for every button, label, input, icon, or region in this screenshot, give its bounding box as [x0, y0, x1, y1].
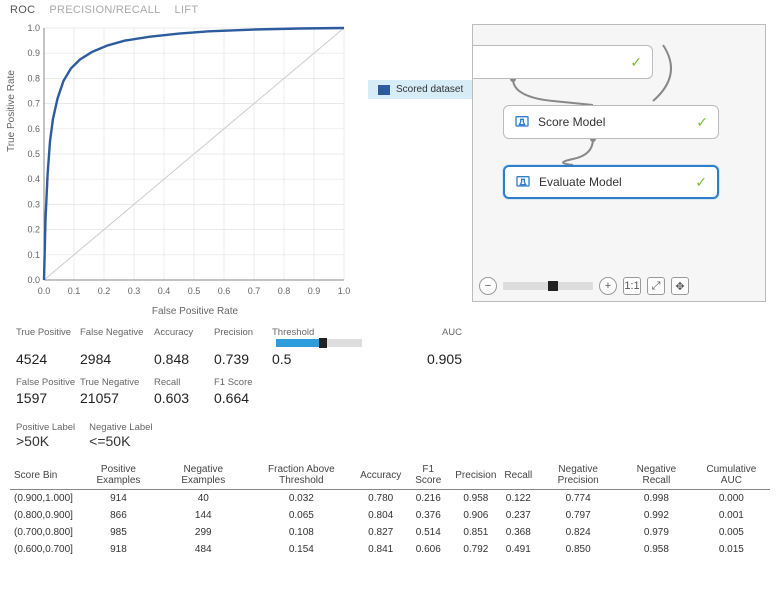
legend-label: Scored dataset: [396, 84, 463, 95]
neg-label-value: <=50K: [89, 433, 152, 449]
svg-text:0.7: 0.7: [248, 286, 261, 296]
pan-button[interactable]: ✥: [671, 277, 689, 295]
pipeline-node-n2[interactable]: Evaluate Model✓: [503, 165, 719, 199]
table-row[interactable]: (0.800,0.900]8661440.0650.8040.3760.9060…: [10, 507, 770, 524]
table-header[interactable]: Accuracy: [356, 461, 405, 490]
svg-text:0.6: 0.6: [27, 124, 40, 134]
svg-text:1.0: 1.0: [27, 23, 40, 33]
fp-value: 1597: [16, 390, 80, 414]
tab-roc[interactable]: ROC: [10, 4, 35, 16]
zoom-out-button[interactable]: −: [479, 277, 497, 295]
table-header[interactable]: Positive Examples: [77, 461, 160, 490]
pipeline-node-n1[interactable]: Score Model✓: [503, 105, 719, 139]
svg-text:0.8: 0.8: [27, 73, 40, 83]
pos-label-value: >50K: [16, 433, 75, 449]
pipeline-panel: el✓ Score Model✓ Evaluate Model✓ − + 1:1 ⤢…: [472, 24, 766, 302]
svg-text:0.4: 0.4: [27, 174, 40, 184]
check-icon: ✓: [630, 54, 642, 71]
zoom-reset-button[interactable]: 1:1: [623, 277, 641, 295]
x-axis-label: False Positive Rate: [40, 306, 350, 317]
zoom-toolbar: − + 1:1 ⤢ ✥: [479, 277, 759, 295]
fp-label: False Positive: [16, 377, 80, 388]
pos-label-label: Positive Label: [16, 422, 75, 433]
table-header[interactable]: Negative Recall: [620, 461, 693, 490]
y-axis-label: True Positive Rate: [6, 70, 17, 152]
fn-value: 2984: [80, 351, 154, 375]
roc-chart: True Positive Rate 0.00.00.10.10.20.20.3…: [10, 22, 350, 317]
zoom-slider[interactable]: [503, 282, 593, 290]
svg-text:0.3: 0.3: [128, 286, 141, 296]
metrics-grid: True Positive False Negative Accuracy Pr…: [0, 317, 780, 420]
legend-swatch: [378, 85, 390, 95]
svg-text:0.1: 0.1: [27, 250, 40, 260]
svg-text:0.2: 0.2: [27, 225, 40, 235]
prec-label: Precision: [214, 327, 272, 349]
svg-text:0.5: 0.5: [188, 286, 201, 296]
svg-text:0.7: 0.7: [27, 99, 40, 109]
table-header[interactable]: F1 Score: [405, 461, 451, 490]
pipeline-node-n0[interactable]: el✓: [472, 45, 653, 79]
svg-text:0.1: 0.1: [68, 286, 81, 296]
neg-label-label: Negative Label: [89, 422, 152, 433]
auc-value: 0.905: [392, 351, 462, 375]
class-labels: Positive Label >50K Negative Label <=50K: [0, 420, 780, 457]
tn-value: 21057: [80, 390, 154, 414]
svg-text:0.4: 0.4: [158, 286, 171, 296]
table-header[interactable]: Cumulative AUC: [693, 461, 770, 490]
svg-text:0.6: 0.6: [218, 286, 231, 296]
fit-button[interactable]: ⤢: [647, 277, 665, 295]
rec-value: 0.603: [154, 390, 214, 414]
zoom-in-button[interactable]: +: [599, 277, 617, 295]
table-row[interactable]: (0.600,0.700]9184840.1540.8410.6060.7920…: [10, 541, 770, 558]
auc-label: AUC: [392, 327, 462, 349]
svg-text:0.9: 0.9: [27, 48, 40, 58]
score-bin-table: Score BinPositive ExamplesNegative Examp…: [10, 461, 770, 558]
legend: Scored dataset: [368, 80, 473, 317]
svg-text:0.0: 0.0: [27, 275, 40, 285]
svg-text:0.0: 0.0: [38, 286, 51, 296]
f1-label: F1 Score: [214, 377, 272, 388]
rec-label: Recall: [154, 377, 214, 388]
prec-value: 0.739: [214, 351, 272, 375]
tabs: ROC PRECISION/RECALL LIFT: [0, 0, 780, 22]
table-header[interactable]: Precision: [451, 461, 500, 490]
acc-value: 0.848: [154, 351, 214, 375]
table-row[interactable]: (0.900,1.000]914400.0320.7800.2160.9580.…: [10, 490, 770, 508]
fn-label: False Negative: [80, 327, 154, 349]
svg-text:1.0: 1.0: [338, 286, 350, 296]
table-header[interactable]: Score Bin: [10, 461, 77, 490]
svg-text:0.5: 0.5: [27, 149, 40, 159]
tn-label: True Negative: [80, 377, 154, 388]
tp-value: 4524: [16, 351, 80, 375]
acc-label: Accuracy: [154, 327, 214, 349]
threshold-slider[interactable]: [276, 339, 362, 347]
tab-pr[interactable]: PRECISION/RECALL: [49, 4, 160, 16]
tp-label: True Positive: [16, 327, 80, 349]
svg-text:0.8: 0.8: [278, 286, 291, 296]
table-header[interactable]: Negative Precision: [536, 461, 620, 490]
thresh-value: 0.5: [272, 351, 392, 375]
table-header[interactable]: Recall: [500, 461, 536, 490]
svg-text:0.3: 0.3: [27, 199, 40, 209]
f1-value: 0.664: [214, 390, 272, 414]
table-header[interactable]: Fraction Above Threshold: [247, 461, 357, 490]
check-icon: ✓: [695, 174, 707, 191]
svg-text:0.2: 0.2: [98, 286, 111, 296]
tab-lift[interactable]: LIFT: [175, 4, 199, 16]
table-row[interactable]: (0.700,0.800]9852990.1080.8270.5140.8510…: [10, 524, 770, 541]
check-icon: ✓: [696, 114, 708, 131]
thresh-label: Threshold: [272, 327, 392, 349]
table-header[interactable]: Negative Examples: [160, 461, 247, 490]
svg-text:0.9: 0.9: [308, 286, 321, 296]
